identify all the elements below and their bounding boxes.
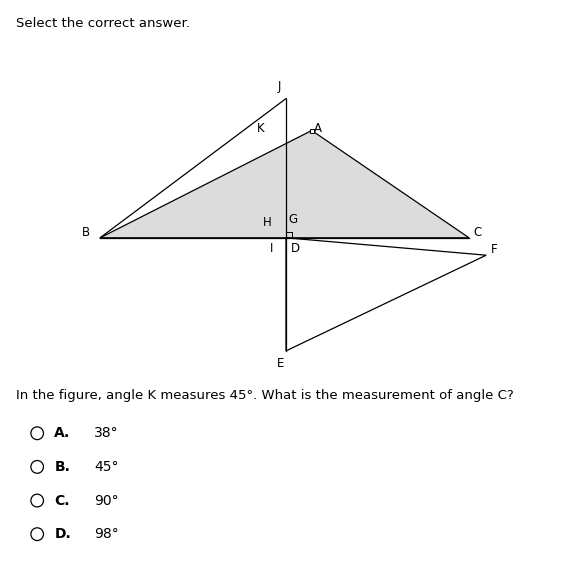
Text: K: K <box>257 122 264 135</box>
Text: In the figure, angle K measures 45°. What is the measurement of angle C?: In the figure, angle K measures 45°. Wha… <box>16 389 514 401</box>
Text: 38°: 38° <box>94 426 119 440</box>
Text: D: D <box>291 242 300 255</box>
Polygon shape <box>100 130 469 238</box>
Polygon shape <box>286 238 486 351</box>
Text: A: A <box>313 122 321 135</box>
Circle shape <box>31 528 43 541</box>
Text: B.: B. <box>54 460 70 474</box>
Text: 45°: 45° <box>94 460 119 474</box>
Text: D.: D. <box>54 527 71 541</box>
Circle shape <box>31 427 43 440</box>
Text: A.: A. <box>54 426 70 440</box>
Text: C: C <box>474 226 482 238</box>
Text: I: I <box>270 242 273 255</box>
Text: 90°: 90° <box>94 494 119 508</box>
Circle shape <box>31 494 43 507</box>
Text: 98°: 98° <box>94 527 119 541</box>
Text: F: F <box>491 243 498 256</box>
Circle shape <box>31 461 43 473</box>
Text: H: H <box>263 216 272 229</box>
Text: J: J <box>277 80 281 93</box>
Text: G: G <box>289 213 298 226</box>
Text: B: B <box>82 226 90 238</box>
Text: Select the correct answer.: Select the correct answer. <box>16 17 190 30</box>
Text: C.: C. <box>54 494 70 508</box>
Text: E: E <box>277 357 284 369</box>
